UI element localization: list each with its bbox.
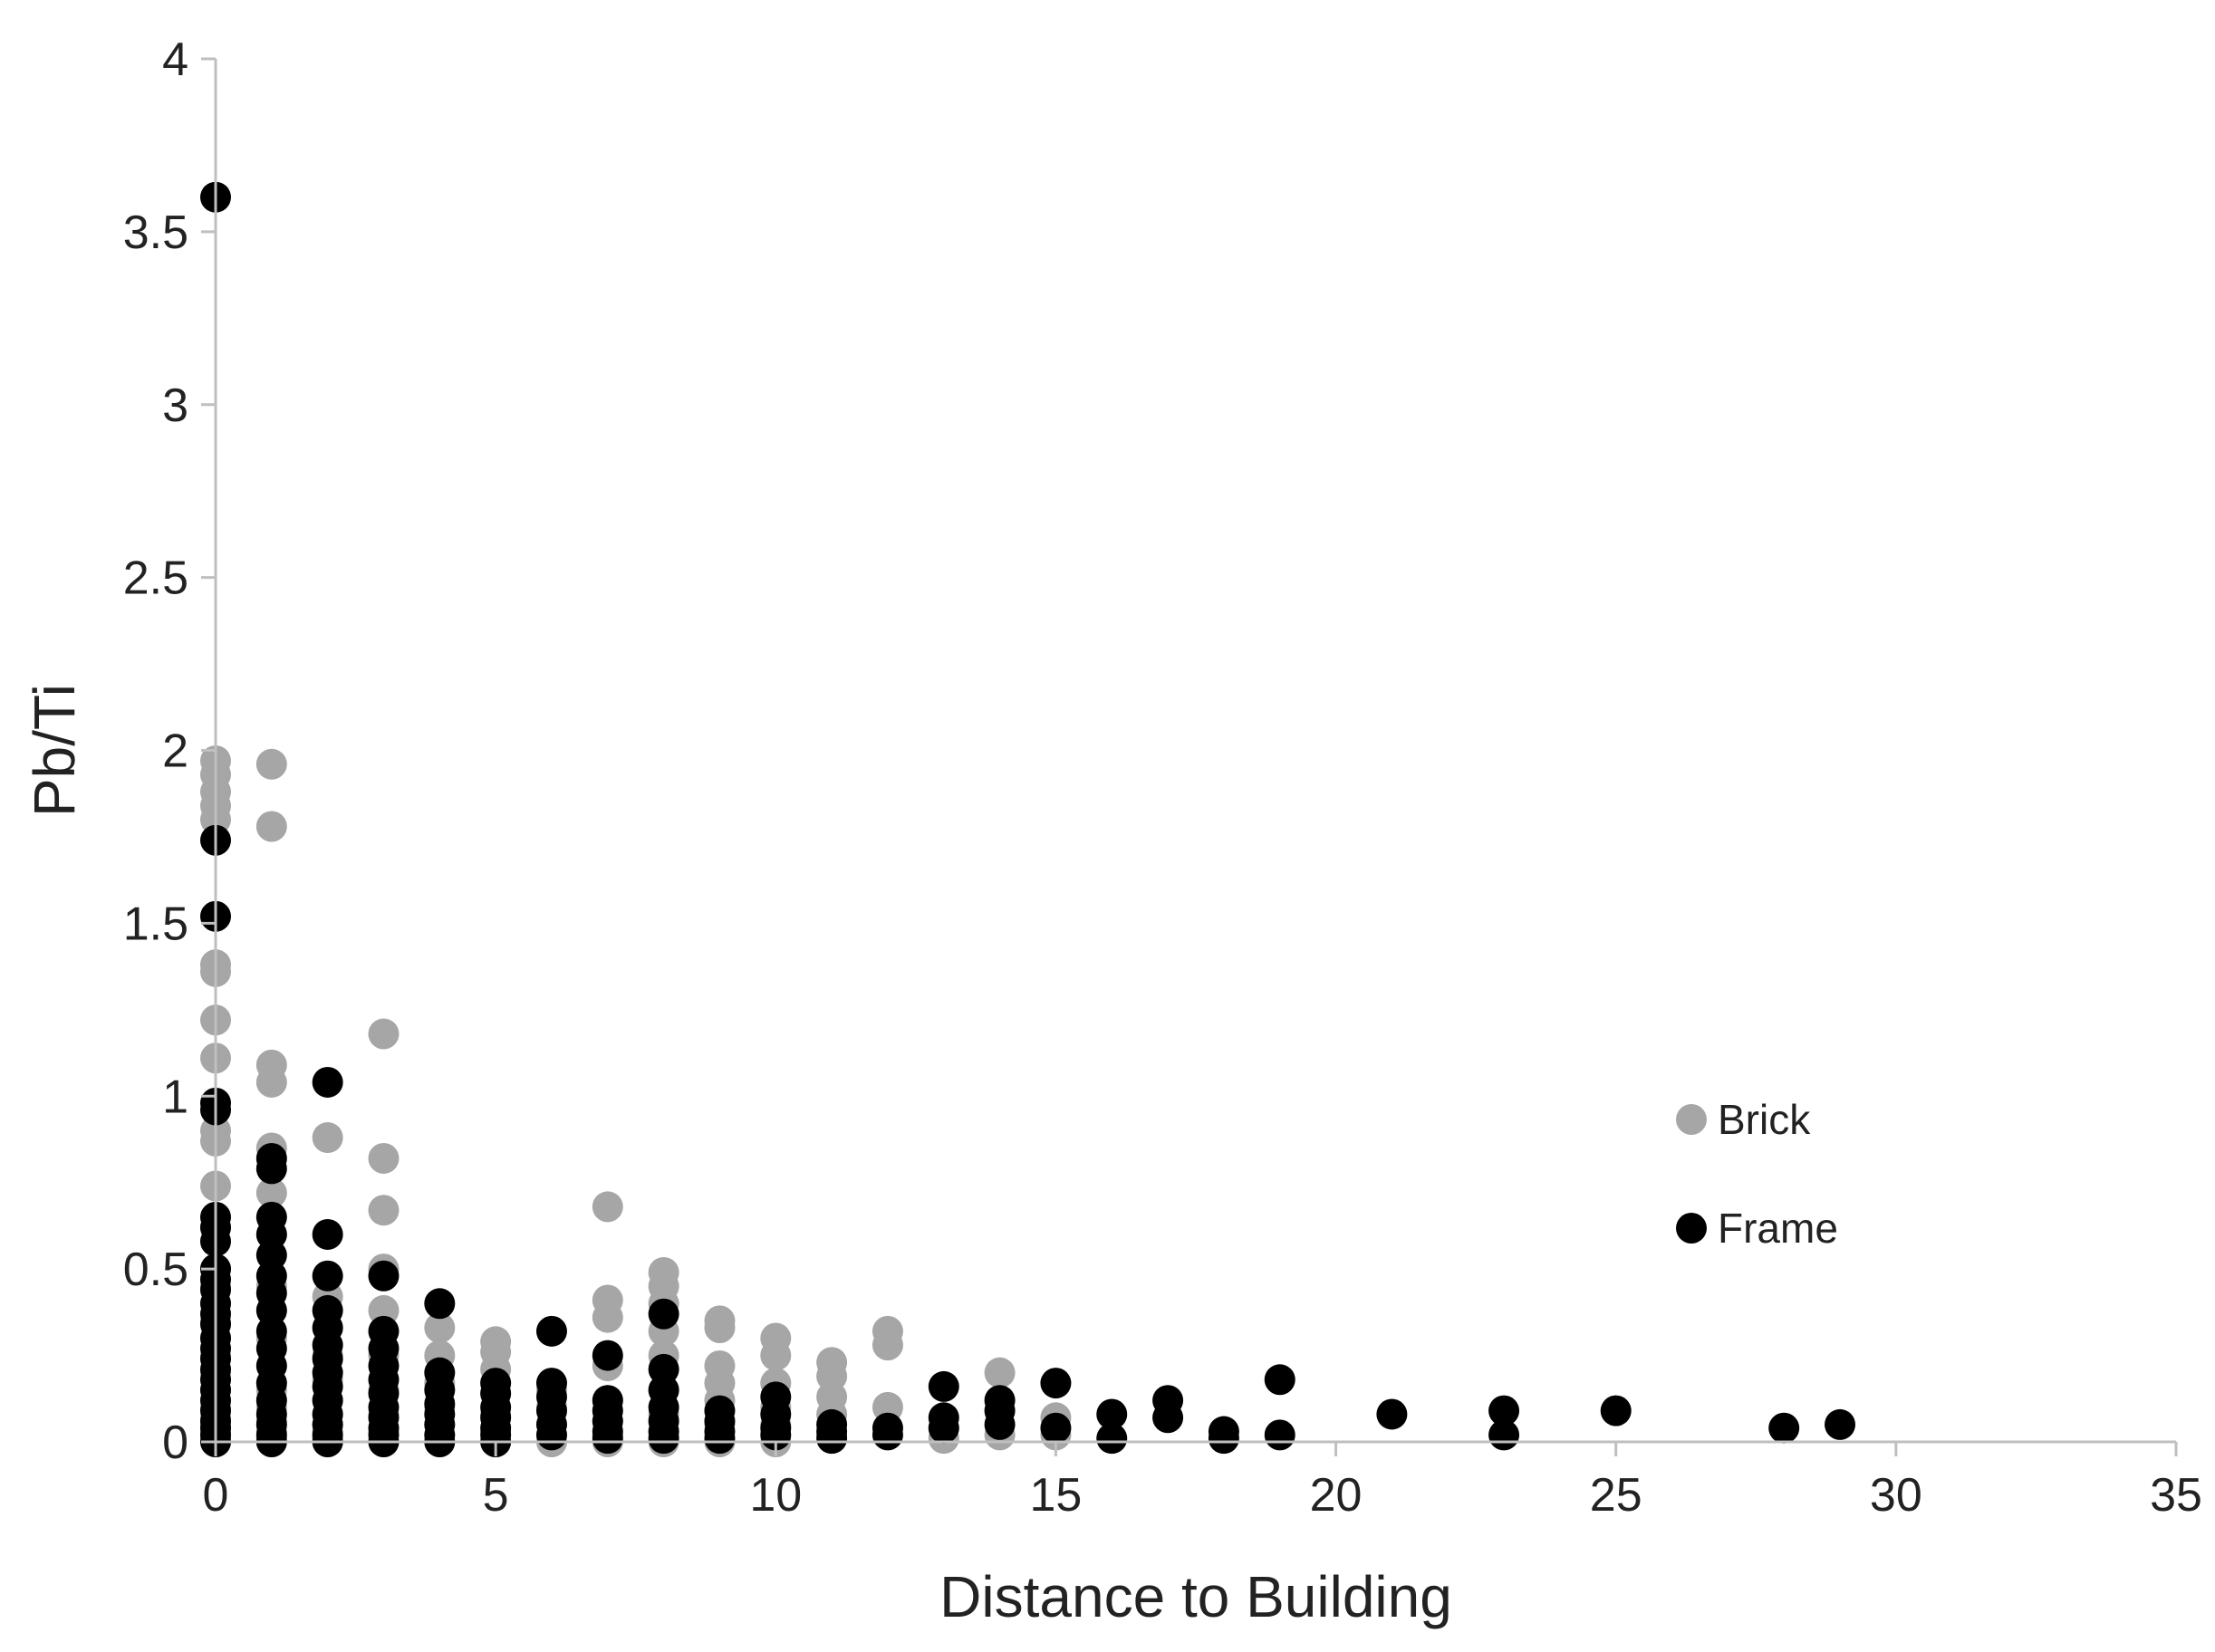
x-tick-label: 35: [2150, 1469, 2202, 1522]
y-tick-label: 4: [162, 34, 188, 86]
point-frame: [1768, 1412, 1800, 1444]
point-brick: [255, 748, 287, 780]
point-frame: [872, 1419, 903, 1451]
y-tick-label: 2.5: [123, 552, 188, 605]
point-frame: [312, 1260, 343, 1292]
point-frame: [535, 1315, 567, 1347]
point-frame: [648, 1423, 679, 1455]
legend-marker-frame: [1676, 1213, 1707, 1244]
point-brick: [592, 1301, 623, 1333]
x-tick-label: 25: [1590, 1469, 1642, 1522]
legend-label-brick: Brick: [1718, 1096, 1811, 1143]
point-frame: [704, 1423, 736, 1455]
x-tick-label: 10: [749, 1469, 802, 1522]
points-layer: [200, 181, 1856, 1457]
point-brick: [424, 1312, 456, 1344]
point-frame: [592, 1423, 623, 1455]
point-brick: [984, 1357, 1016, 1388]
point-frame: [816, 1423, 848, 1455]
point-frame: [1040, 1412, 1072, 1444]
point-brick: [872, 1330, 903, 1361]
x-tick-label: 20: [1310, 1469, 1363, 1522]
point-brick: [368, 1195, 400, 1226]
point-brick: [760, 1340, 792, 1371]
ticks-layer: 0 0.5 1 1.5 2 2.5 3 3.5 4 0 5 10 15 20 25 30 35: [123, 34, 2202, 1522]
point-frame: [535, 1419, 567, 1451]
y-tick-label: 3: [162, 379, 188, 432]
y-tick-label: 1: [162, 1071, 188, 1123]
point-frame: [1096, 1423, 1128, 1455]
point-brick: [368, 1142, 400, 1174]
x-tick-label: 30: [1870, 1469, 1922, 1522]
legend-marker-brick: [1676, 1104, 1707, 1135]
point-brick: [704, 1312, 736, 1344]
point-frame: [1208, 1423, 1239, 1455]
point-brick: [592, 1191, 623, 1223]
point-frame: [1096, 1398, 1128, 1430]
y-tick-label: 1.5: [123, 898, 188, 950]
y-axis-title: Pb/Ti: [22, 684, 87, 817]
point-frame: [255, 1153, 287, 1185]
point-brick: [255, 811, 287, 842]
y-tick-label: 3.5: [123, 206, 188, 259]
point-brick: [312, 1122, 343, 1154]
point-frame: [1264, 1364, 1295, 1396]
point-frame: [928, 1412, 959, 1444]
x-tick-label: 5: [483, 1469, 509, 1522]
y-tick-label: 0: [162, 1417, 188, 1469]
x-tick-label: 0: [203, 1469, 229, 1522]
point-frame: [312, 1218, 343, 1250]
point-frame: [1264, 1419, 1295, 1451]
point-frame: [424, 1288, 456, 1320]
point-frame: [368, 1260, 400, 1292]
point-frame: [1488, 1419, 1520, 1451]
point-frame: [312, 1066, 343, 1098]
point-frame: [1152, 1402, 1184, 1434]
point-brick: [368, 1018, 400, 1050]
y-tick-label: 0.5: [123, 1244, 188, 1296]
point-frame: [1488, 1395, 1520, 1426]
point-frame: [1600, 1395, 1632, 1426]
point-frame: [1040, 1368, 1072, 1399]
point-frame: [1376, 1398, 1408, 1430]
legend: Brick Frame: [1676, 1096, 1838, 1252]
point-frame: [592, 1340, 623, 1371]
legend-label-frame: Frame: [1718, 1205, 1838, 1252]
x-tick-label: 15: [1030, 1469, 1083, 1522]
point-brick: [255, 1066, 287, 1098]
point-frame: [1825, 1408, 1856, 1440]
point-frame: [928, 1370, 959, 1402]
point-frame: [648, 1298, 679, 1330]
point-brick: [255, 1177, 287, 1209]
y-tick-label: 2: [162, 725, 188, 778]
x-axis-title: Distance to Building: [939, 1564, 1452, 1629]
point-frame: [984, 1408, 1016, 1440]
